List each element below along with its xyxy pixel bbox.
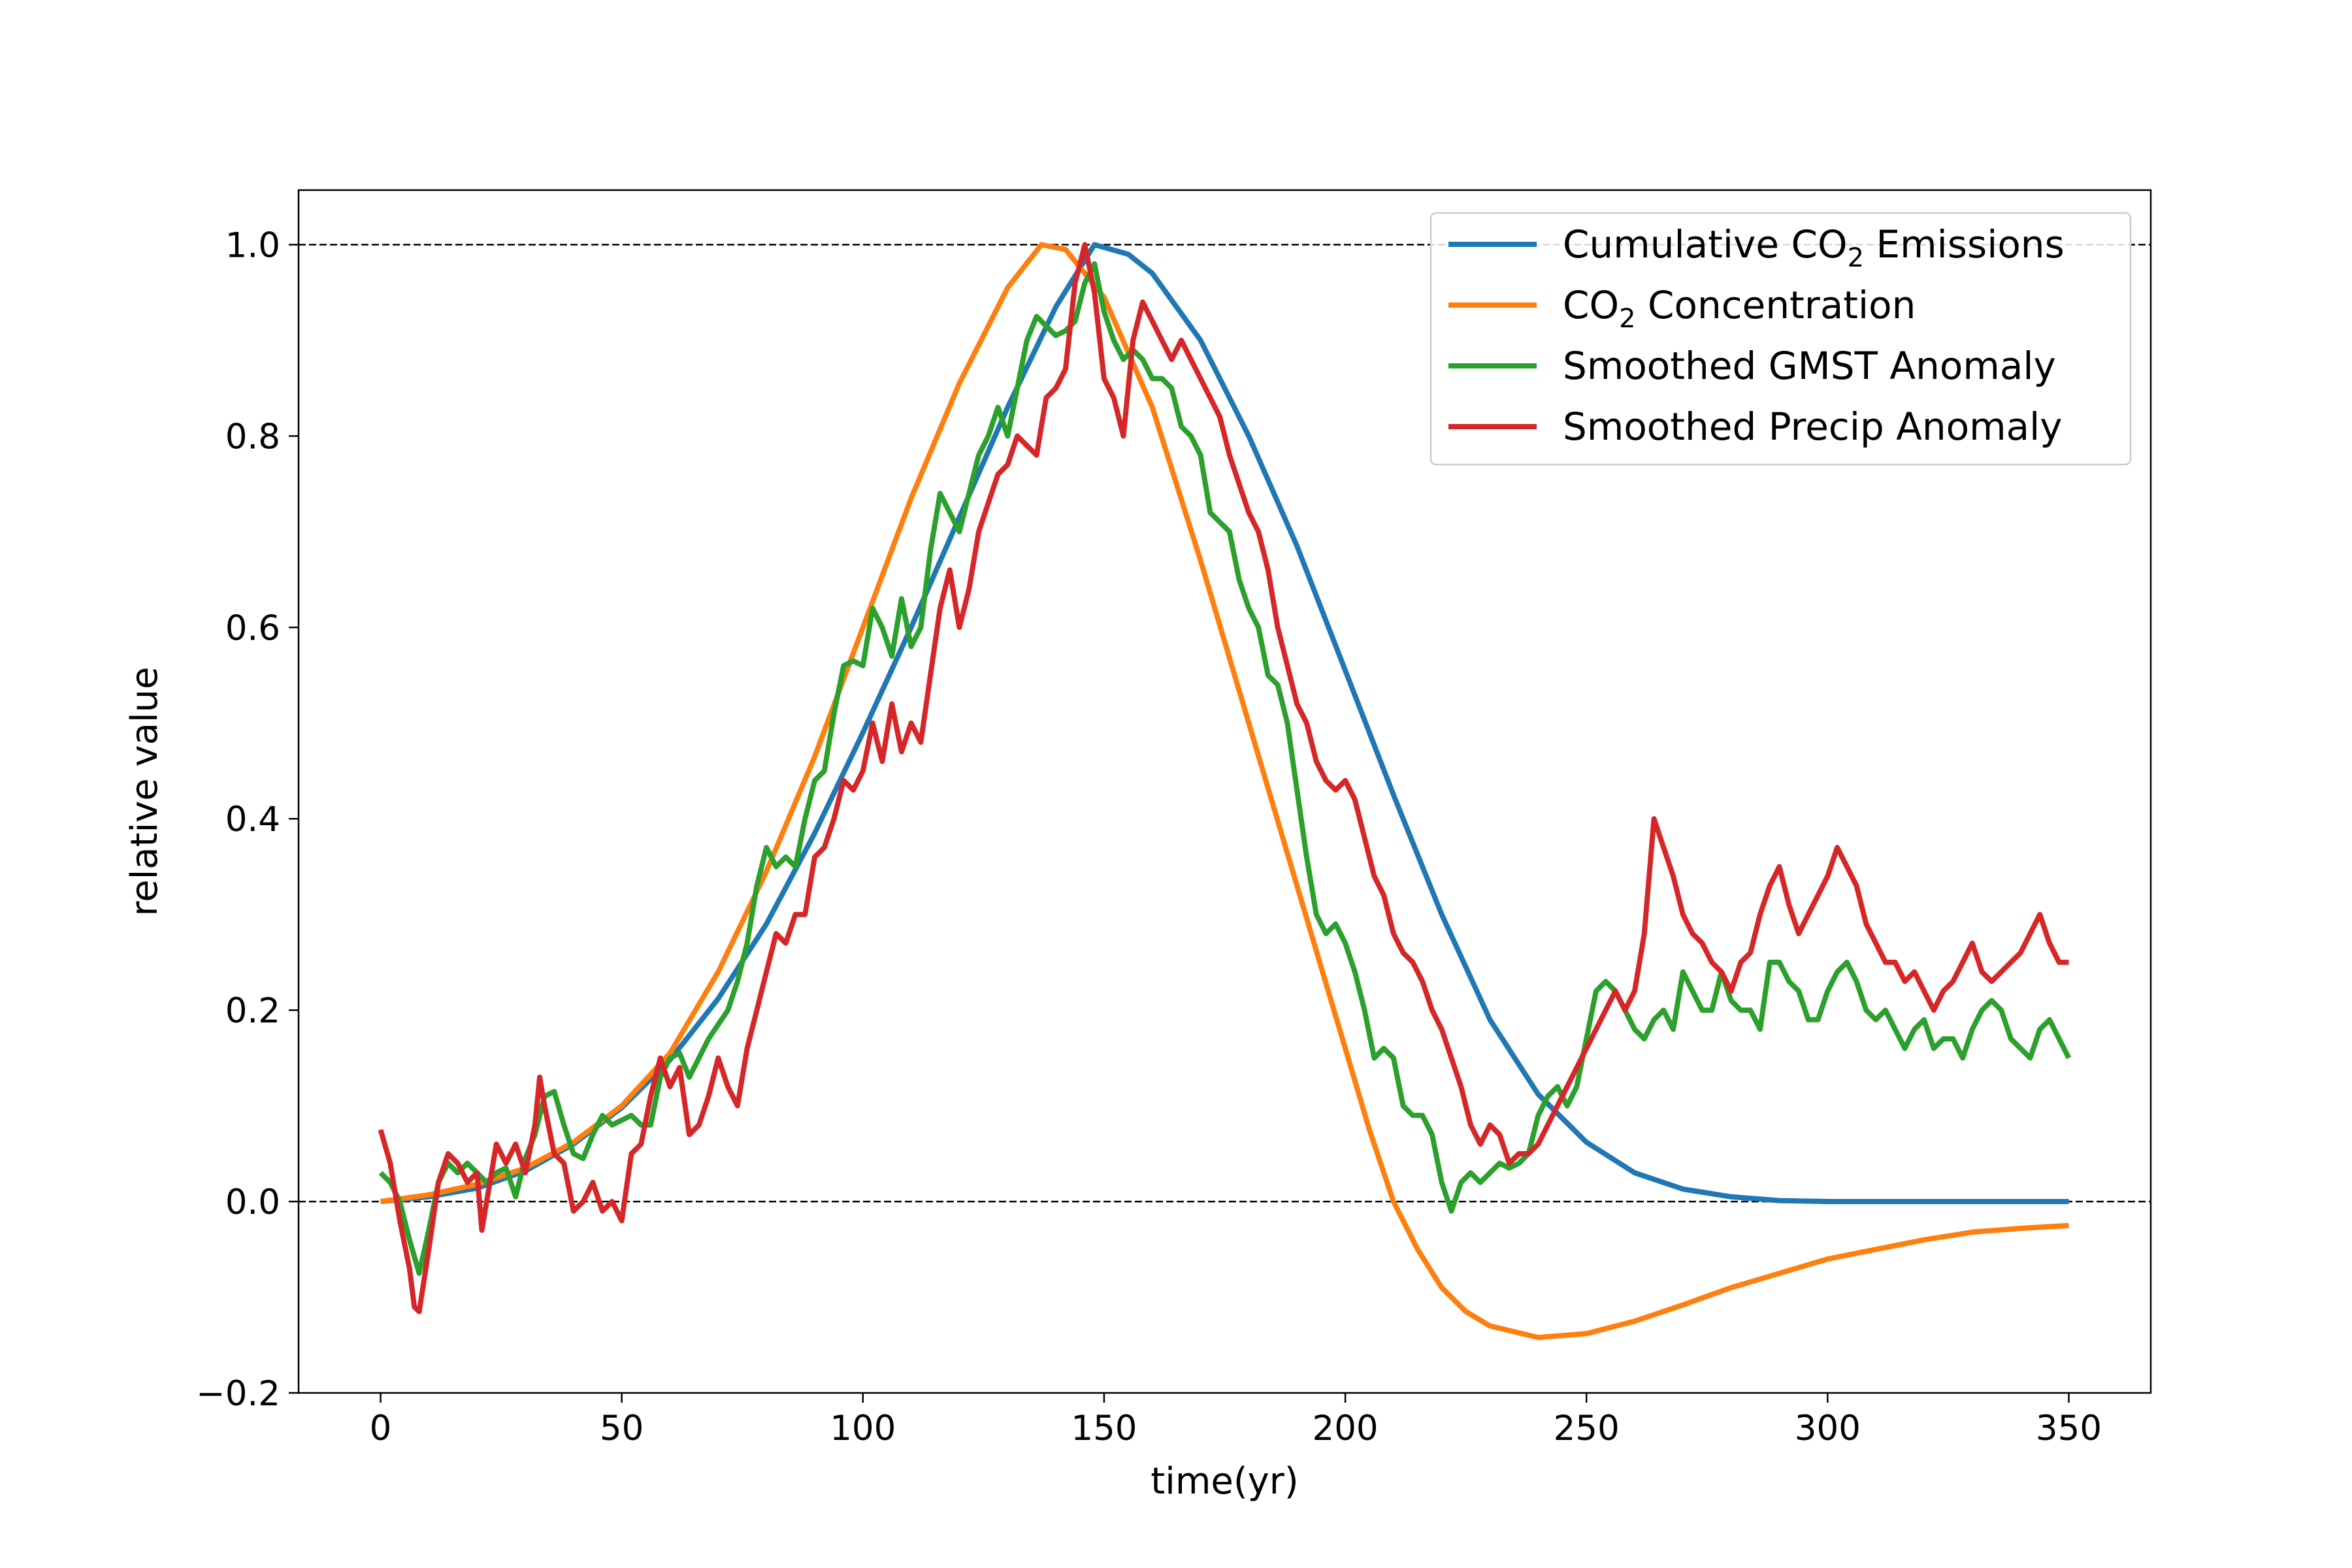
x-tick-label: 250 xyxy=(1554,1409,1620,1448)
legend-label-2: Smoothed GMST Anomaly xyxy=(1563,344,2056,388)
y-tick-label: 0.6 xyxy=(225,608,280,648)
x-tick-label: 0 xyxy=(370,1409,392,1448)
x-tick-label: 350 xyxy=(2036,1409,2102,1448)
y-tick-label: −0.2 xyxy=(196,1374,280,1414)
legend-frame xyxy=(1429,212,2132,466)
legend: Cumulative CO2 Emissions CO2 Concentratio… xyxy=(1429,212,2132,466)
series-line-2 xyxy=(378,261,2072,1276)
series-line-1 xyxy=(380,242,2069,1341)
x-tick-label: 100 xyxy=(830,1409,896,1448)
y-tick-label: 0.8 xyxy=(225,417,280,457)
legend-label-1: CO2 Concentration xyxy=(1563,283,1916,334)
plot-frame xyxy=(297,189,2152,1394)
y-axis: −0.2 0.0 0.2 0.4 0.6 0.8 1.0 xyxy=(196,225,299,1414)
x-axis: 0 50 100 150 200 250 300 350 xyxy=(370,1393,2102,1448)
y-tick-label: 0.2 xyxy=(225,991,280,1031)
series-layer xyxy=(378,242,2072,1341)
x-axis-label: time(yr) xyxy=(1151,1460,1298,1503)
y-axis-label: relative value xyxy=(123,667,166,917)
x-tick-label: 200 xyxy=(1312,1409,1378,1448)
legend-label-3: Smoothed Precip Anomaly xyxy=(1563,404,2063,449)
legend-label-0: Cumulative CO2 Emissions xyxy=(1563,222,2065,273)
x-tick-label: 300 xyxy=(1795,1409,1861,1448)
x-tick-label: 50 xyxy=(600,1409,644,1448)
x-tick-label: 150 xyxy=(1071,1409,1137,1448)
y-tick-label: 0.0 xyxy=(225,1183,280,1222)
y-tick-label: 0.4 xyxy=(225,800,280,840)
series-line-3 xyxy=(378,242,2069,1315)
y-tick-label: 1.0 xyxy=(225,225,280,265)
